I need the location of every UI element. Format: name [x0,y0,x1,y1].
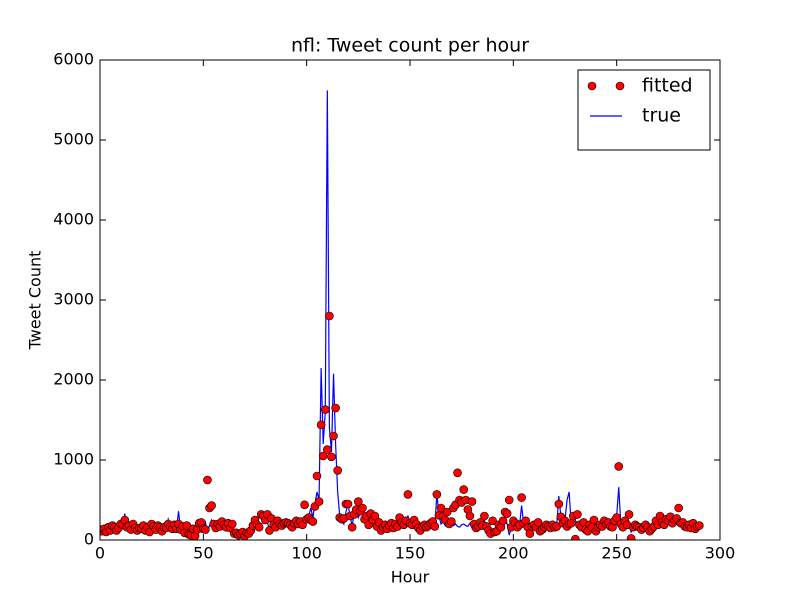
point [488,516,497,526]
x-tick-label: 100 [291,544,322,563]
point [325,311,334,321]
point [254,522,264,532]
point [370,511,380,521]
point [447,517,456,526]
y-axis-label: Tweet Count [26,251,45,351]
point [343,499,353,509]
y-tick-label: 3000 [53,290,94,309]
point [517,493,526,502]
point [467,497,477,506]
point [453,468,462,478]
legend-label: fitted [642,75,693,97]
point [498,516,508,526]
point [533,518,543,527]
point [300,500,309,510]
point [323,445,332,454]
point [430,522,440,531]
point [525,529,535,538]
point [554,499,564,509]
legend-marker [587,81,597,91]
point [695,521,704,530]
point [442,507,452,517]
point [201,525,210,534]
point [312,471,322,481]
point [333,466,342,475]
y-tick-label: 4000 [53,210,94,229]
point [318,451,328,461]
point [316,420,326,430]
point [502,509,512,518]
point [480,511,489,521]
point [674,503,683,513]
legend-label: true [642,105,681,127]
point [573,510,582,519]
x-tick-label: 150 [395,544,426,563]
point [327,452,336,462]
point [459,485,469,494]
point [624,510,634,519]
y-tick-label: 0 [84,530,94,549]
x-tick-label: 300 [705,544,736,563]
chart-title: nfl: Tweet count per hour [291,35,529,57]
point [436,503,446,513]
point [626,534,636,540]
point [566,518,576,528]
x-tick-label: 50 [193,544,213,563]
point [465,511,475,521]
point [612,513,621,522]
point [358,503,367,513]
point [571,534,580,540]
point [347,522,357,532]
point [354,497,363,506]
point [314,497,324,506]
point [207,501,216,510]
point [227,519,237,529]
x-tick-label: 0 [95,544,105,563]
point [432,490,442,499]
point [308,517,318,526]
point [203,475,212,485]
plot-data [100,90,704,540]
y-tick-label: 1000 [53,450,94,469]
point [320,405,330,414]
x-tick-label: 200 [498,544,529,563]
point [403,490,413,499]
legend: fitted true [577,69,711,151]
point [331,403,340,413]
x-axis-label: Hour [391,568,430,587]
point [589,515,599,525]
legend-marker [615,81,625,91]
point [504,495,514,505]
x-tick-label: 250 [601,544,632,563]
y-tick-label: 6000 [53,50,94,69]
y-tick-label: 5000 [53,130,94,149]
point [614,462,624,471]
point [329,431,338,441]
legend-box [577,69,711,151]
y-tick-label: 2000 [53,370,94,389]
